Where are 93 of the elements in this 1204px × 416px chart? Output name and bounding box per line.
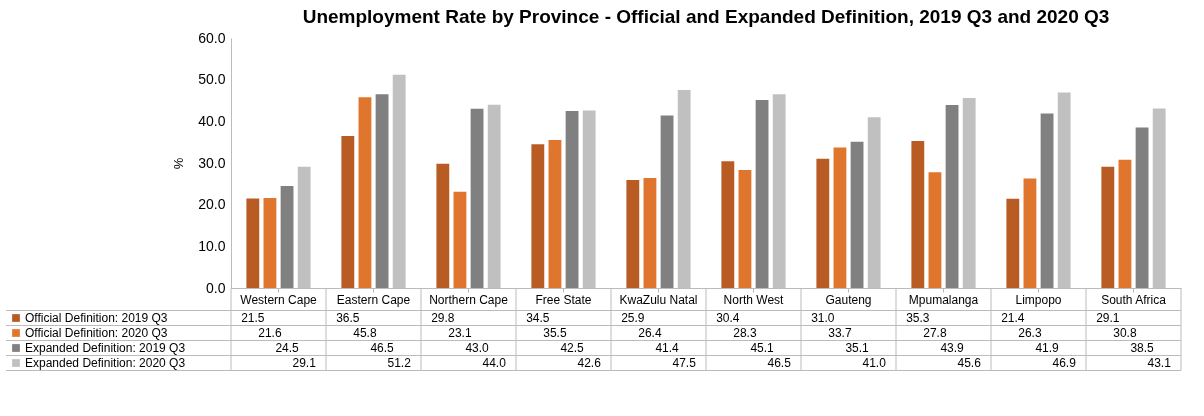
bar (375, 94, 389, 288)
data-label: 43.1 (1147, 356, 1172, 370)
bar (470, 108, 484, 288)
y-tick-label: 40.0 (198, 112, 226, 129)
data-label: 23.1 (448, 326, 472, 340)
bar (548, 140, 562, 288)
bar (945, 105, 959, 288)
bar (721, 161, 735, 288)
data-label: 46.9 (1052, 356, 1077, 370)
x-tick-label: Western Cape (240, 292, 318, 307)
data-label: 30.8 (1113, 326, 1137, 340)
bar (660, 115, 674, 288)
bar (341, 135, 355, 288)
bar (358, 97, 372, 288)
data-label: 46.5 (767, 356, 792, 370)
bar (280, 185, 294, 288)
bar (1118, 159, 1132, 288)
data-label: 29.8 (431, 311, 455, 325)
bar (928, 172, 942, 288)
bar (565, 110, 579, 288)
x-tick-label: North West (723, 292, 785, 307)
y-tick-label: 10.0 (198, 237, 226, 254)
bar (246, 198, 260, 288)
y-tick-label: 30.0 (198, 154, 226, 171)
data-label: 33.7 (828, 326, 852, 340)
y-axis-title: % (171, 157, 187, 170)
bar (850, 141, 864, 288)
data-label: 45.8 (353, 326, 377, 340)
data-label: 42.6 (577, 356, 602, 370)
x-tick-label: Eastern Cape (336, 292, 411, 307)
data-label: 46.5 (370, 341, 395, 355)
x-tick-label: Gauteng (825, 292, 872, 307)
data-label: 27.8 (923, 326, 947, 340)
data-label: 42.5 (560, 341, 585, 355)
bar (911, 140, 925, 288)
data-label: 41.4 (655, 341, 680, 355)
data-label: 44.0 (482, 356, 507, 370)
x-tick-label: Limpopo (1015, 292, 1062, 307)
bar (436, 163, 450, 288)
data-label: 21.6 (258, 326, 282, 340)
y-tick-label: 50.0 (198, 71, 226, 88)
bar (1023, 178, 1037, 288)
data-label: 43.9 (940, 341, 965, 355)
y-tick-label: 0.0 (206, 279, 226, 296)
y-tick-label: 20.0 (198, 196, 226, 213)
data-label: 25.9 (621, 311, 645, 325)
legend-label: Expanded Definition: 2019 Q3 (25, 341, 186, 355)
data-label: 45.1 (750, 341, 775, 355)
data-label: 30.4 (716, 311, 740, 325)
data-label: 31.0 (811, 311, 835, 325)
bar (1006, 198, 1020, 288)
data-label: 34.5 (526, 311, 550, 325)
x-tick-label: South Africa (1101, 292, 1167, 307)
data-label: 36.5 (336, 311, 360, 325)
data-label: 29.1 (292, 356, 317, 370)
data-label: 21.5 (241, 311, 265, 325)
data-label: 51.2 (387, 356, 412, 370)
bar (833, 147, 847, 288)
data-label: 43.0 (465, 341, 490, 355)
bar (1040, 113, 1054, 288)
bar (643, 178, 657, 288)
data-label: 35.1 (845, 341, 870, 355)
x-tick-label: Free State (535, 292, 592, 307)
legend-label: Official Definition: 2019 Q3 (25, 311, 168, 325)
legend-label: Official Definition: 2020 Q3 (25, 326, 168, 340)
data-label: 29.1 (1096, 311, 1120, 325)
bar (816, 158, 830, 288)
bar (626, 180, 640, 288)
data-label: 45.6 (957, 356, 982, 370)
x-tick-label: Northern Cape (429, 292, 509, 307)
data-label: 38.5 (1130, 341, 1155, 355)
bar (738, 170, 752, 288)
bar (1135, 127, 1149, 288)
data-label: 21.4 (1001, 311, 1025, 325)
data-label: 26.4 (638, 326, 662, 340)
data-label: 26.3 (1018, 326, 1042, 340)
bar (453, 191, 467, 288)
chart-title: Unemployment Rate by Province - Official and Expanded Definition, 2019 Q3 and 2020 Q3 (302, 6, 1110, 27)
data-label: 35.5 (543, 326, 567, 340)
data-label: 47.5 (672, 356, 697, 370)
x-tick-label: KwaZulu Natal (619, 292, 698, 307)
bar (755, 100, 769, 288)
y-tick-label: 60.0 (198, 29, 226, 46)
data-label: 28.3 (733, 326, 757, 340)
legend-label: Expanded Definition: 2020 Q3 (25, 356, 186, 370)
x-tick-label: Mpumalanga (908, 292, 979, 307)
data-label: 41.0 (862, 356, 887, 370)
bar (263, 198, 277, 288)
bar (1101, 166, 1115, 288)
data-label: 35.3 (906, 311, 930, 325)
data-label: 41.9 (1035, 341, 1060, 355)
bar (531, 144, 545, 288)
data-label: 24.5 (275, 341, 300, 355)
